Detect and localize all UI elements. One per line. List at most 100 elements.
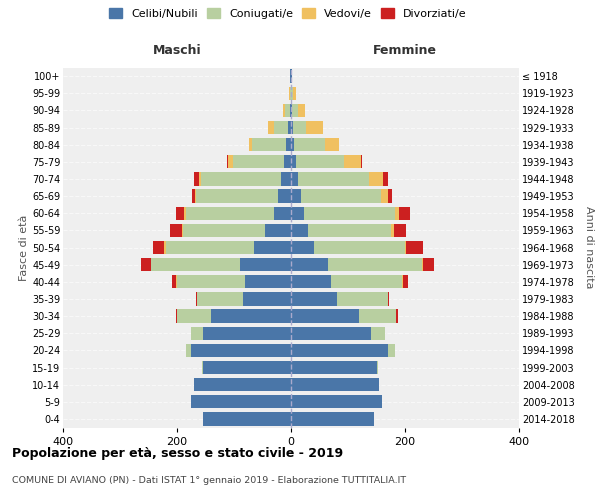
Bar [391, 224, 394, 237]
Bar [245, 275, 291, 288]
Bar [268, 121, 274, 134]
Bar [199, 172, 201, 186]
Bar [301, 190, 381, 203]
Bar [203, 326, 291, 340]
Bar [361, 155, 362, 168]
Bar [293, 86, 296, 100]
Bar [291, 104, 292, 117]
Bar [400, 206, 410, 220]
Bar [291, 241, 314, 254]
Bar [291, 224, 308, 237]
Bar [294, 138, 325, 151]
Bar [291, 310, 359, 323]
Bar [314, 241, 405, 254]
Bar [292, 104, 298, 117]
Bar [291, 361, 377, 374]
Bar [201, 172, 281, 186]
Bar [291, 258, 328, 272]
Bar [291, 412, 374, 426]
Bar [290, 104, 291, 117]
Bar [289, 86, 290, 100]
Bar [176, 206, 184, 220]
Bar [183, 224, 265, 237]
Bar [286, 138, 291, 151]
Bar [395, 206, 400, 220]
Bar [191, 326, 203, 340]
Bar [281, 172, 291, 186]
Bar [252, 138, 286, 151]
Bar [306, 121, 323, 134]
Bar [381, 190, 388, 203]
Bar [397, 310, 398, 323]
Bar [369, 172, 383, 186]
Bar [325, 138, 340, 151]
Text: Maschi: Maschi [152, 44, 202, 57]
Legend: Celibi/Nubili, Coniugati/e, Vedovi/e, Divorziati/e: Celibi/Nubili, Coniugati/e, Vedovi/e, Di… [109, 8, 467, 19]
Bar [291, 172, 298, 186]
Bar [172, 275, 176, 288]
Bar [291, 395, 382, 408]
Bar [191, 344, 291, 357]
Bar [291, 86, 293, 100]
Bar [211, 310, 291, 323]
Bar [203, 412, 291, 426]
Bar [291, 378, 379, 392]
Bar [197, 292, 242, 306]
Bar [344, 155, 361, 168]
Bar [403, 275, 409, 288]
Bar [291, 292, 337, 306]
Bar [202, 361, 203, 374]
Bar [191, 395, 291, 408]
Bar [293, 121, 306, 134]
Bar [227, 155, 228, 168]
Bar [406, 241, 423, 254]
Bar [184, 206, 185, 220]
Bar [192, 190, 194, 203]
Y-axis label: Fasce di età: Fasce di età [19, 214, 29, 280]
Bar [291, 344, 388, 357]
Bar [296, 155, 344, 168]
Bar [185, 344, 191, 357]
Bar [291, 275, 331, 288]
Bar [422, 258, 423, 272]
Bar [177, 275, 245, 288]
Bar [194, 172, 199, 186]
Bar [359, 310, 397, 323]
Bar [304, 206, 395, 220]
Bar [240, 258, 291, 272]
Bar [308, 224, 391, 237]
Bar [194, 378, 291, 392]
Bar [298, 172, 369, 186]
Bar [405, 241, 406, 254]
Bar [286, 104, 290, 117]
Bar [388, 344, 395, 357]
Bar [331, 275, 402, 288]
Bar [254, 241, 291, 254]
Bar [177, 310, 211, 323]
Bar [383, 172, 388, 186]
Bar [233, 155, 284, 168]
Bar [328, 258, 422, 272]
Bar [371, 326, 385, 340]
Bar [176, 310, 177, 323]
Bar [274, 206, 291, 220]
Text: Popolazione per età, sesso e stato civile - 2019: Popolazione per età, sesso e stato civil… [12, 448, 343, 460]
Bar [388, 292, 389, 306]
Bar [283, 104, 286, 117]
Bar [228, 155, 233, 168]
Text: Femmine: Femmine [373, 44, 437, 57]
Bar [140, 258, 151, 272]
Bar [291, 121, 293, 134]
Bar [185, 206, 274, 220]
Bar [278, 190, 291, 203]
Bar [290, 86, 291, 100]
Bar [298, 104, 305, 117]
Bar [291, 155, 296, 168]
Bar [196, 292, 197, 306]
Bar [151, 258, 240, 272]
Bar [274, 121, 288, 134]
Text: COMUNE DI AVIANO (PN) - Dati ISTAT 1° gennaio 2019 - Elaborazione TUTTITALIA.IT: COMUNE DI AVIANO (PN) - Dati ISTAT 1° ge… [12, 476, 406, 485]
Bar [291, 190, 301, 203]
Bar [291, 206, 304, 220]
Bar [337, 292, 388, 306]
